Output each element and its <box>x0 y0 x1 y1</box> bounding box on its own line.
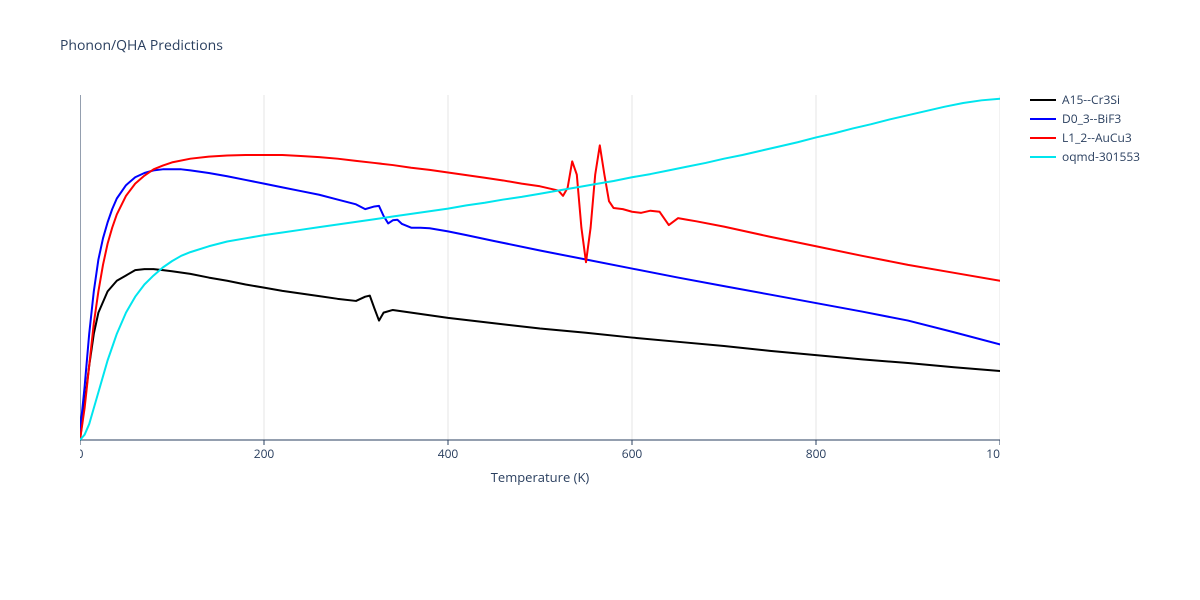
legend-label: A15--Cr3Si <box>1062 91 1120 108</box>
chart-title: Phonon/QHA Predictions <box>60 36 223 55</box>
series-line[interactable] <box>80 145 1000 440</box>
x-tick-label: 600 <box>622 445 643 462</box>
series-line[interactable] <box>80 99 1000 440</box>
legend-label: L1_2--AuCu3 <box>1062 129 1132 146</box>
legend-label: oqmd-301553 <box>1062 148 1140 165</box>
series-line[interactable] <box>80 169 1000 432</box>
legend-swatch <box>1030 99 1056 101</box>
legend-swatch <box>1030 156 1056 158</box>
plot-area: 02004006008001000 010μ20μ30μ40μ50μ60μ Te… <box>80 90 1000 490</box>
legend-item[interactable]: A15--Cr3Si <box>1030 90 1140 109</box>
legend: A15--Cr3Si D0_3--BiF3 L1_2--AuCu3 oqmd-3015… <box>1030 90 1140 166</box>
x-tick-label: 1000 <box>986 445 1000 462</box>
legend-item[interactable]: D0_3--BiF3 <box>1030 109 1140 128</box>
legend-label: D0_3--BiF3 <box>1062 110 1121 127</box>
legend-swatch <box>1030 137 1056 139</box>
x-tick-label: 200 <box>254 445 275 462</box>
legend-item[interactable]: L1_2--AuCu3 <box>1030 128 1140 147</box>
series-line[interactable] <box>80 269 1000 440</box>
x-tick-label: 0 <box>80 445 84 462</box>
x-tick-label: 800 <box>806 445 827 462</box>
x-tick-label: 400 <box>438 445 459 462</box>
legend-swatch <box>1030 118 1056 120</box>
legend-item[interactable]: oqmd-301553 <box>1030 147 1140 166</box>
x-axis-title: Temperature (K) <box>491 468 590 486</box>
chart-container: Phonon/QHA Predictions 0 200 400 600 800 1000… <box>0 0 1200 600</box>
